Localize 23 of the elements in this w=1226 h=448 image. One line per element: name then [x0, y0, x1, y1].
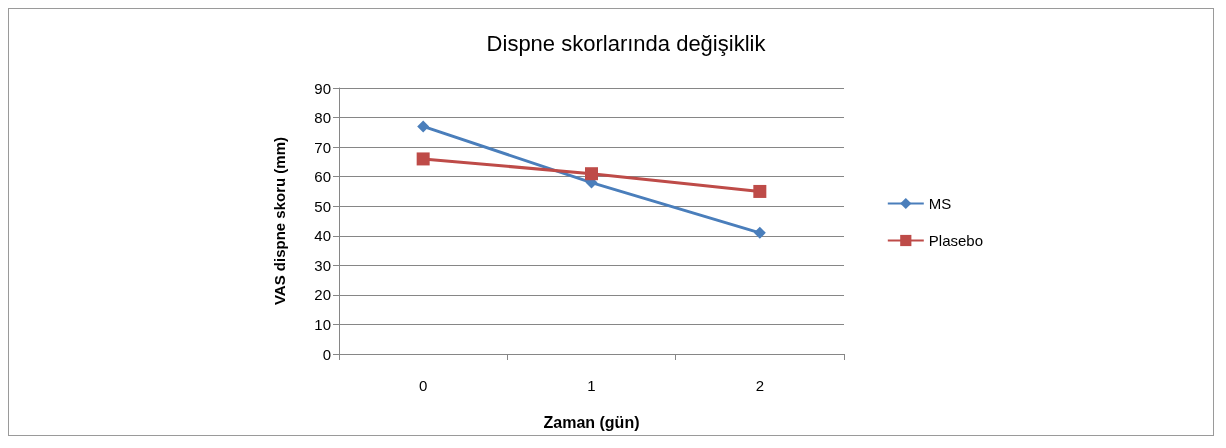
legend-label: MS	[928, 195, 952, 212]
x-tick-label: 1	[587, 377, 596, 394]
point	[753, 184, 767, 198]
y-tick-label: 30	[314, 256, 331, 274]
x-tick-label: 0	[418, 377, 428, 394]
y-tick-label: 80	[314, 109, 331, 127]
y-tick-label: 70	[314, 138, 331, 156]
y-axis-title: VAS dispne skoru (mm)	[271, 136, 288, 306]
y-tick-label: 0	[322, 345, 331, 363]
point	[753, 226, 766, 239]
chart-title: Dispne skorlarında değişiklik	[486, 30, 767, 56]
y-tick-label: 60	[314, 168, 331, 186]
point	[417, 120, 430, 133]
legend-label: Plasebo	[928, 232, 984, 249]
y-tick-label: 50	[314, 197, 331, 215]
x-tick-label: 2	[755, 377, 765, 394]
y-tick-label: 40	[314, 227, 331, 245]
y-tick-label: 10	[314, 315, 331, 333]
point	[585, 167, 598, 181]
x-axis-title: Zaman (gün)	[543, 413, 640, 431]
point	[416, 152, 430, 166]
y-tick-label: 90	[314, 79, 331, 97]
y-tick-label: 20	[314, 286, 331, 304]
